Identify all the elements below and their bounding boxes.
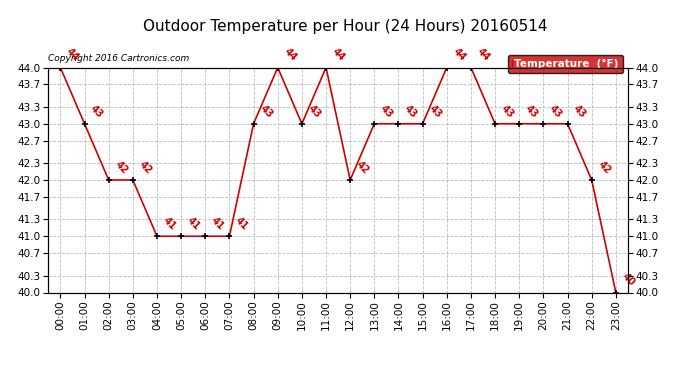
- Text: 41: 41: [161, 216, 178, 232]
- Text: 43: 43: [427, 103, 444, 120]
- Text: 41: 41: [186, 216, 202, 232]
- Text: 40: 40: [620, 272, 637, 288]
- Text: 43: 43: [258, 103, 275, 120]
- Text: 44: 44: [331, 47, 347, 63]
- Text: 41: 41: [234, 216, 250, 232]
- Text: 43: 43: [403, 103, 420, 120]
- Text: Copyright 2016 Cartronics.com: Copyright 2016 Cartronics.com: [48, 54, 190, 63]
- Text: 43: 43: [548, 103, 564, 120]
- Legend: Temperature  (°F): Temperature (°F): [508, 55, 622, 73]
- Text: 43: 43: [89, 103, 106, 120]
- Text: 43: 43: [524, 103, 540, 120]
- Text: 42: 42: [596, 159, 613, 176]
- Text: 44: 44: [65, 47, 81, 63]
- Text: 44: 44: [282, 47, 299, 63]
- Text: 44: 44: [451, 47, 468, 63]
- Text: 43: 43: [572, 103, 589, 120]
- Text: 43: 43: [379, 103, 395, 120]
- Text: 42: 42: [137, 159, 154, 176]
- Text: 43: 43: [306, 103, 323, 120]
- Text: 43: 43: [500, 103, 516, 120]
- Text: 42: 42: [113, 159, 130, 176]
- Text: 44: 44: [475, 47, 492, 63]
- Text: 42: 42: [355, 159, 371, 176]
- Text: Outdoor Temperature per Hour (24 Hours) 20160514: Outdoor Temperature per Hour (24 Hours) …: [143, 19, 547, 34]
- Text: 41: 41: [210, 216, 226, 232]
